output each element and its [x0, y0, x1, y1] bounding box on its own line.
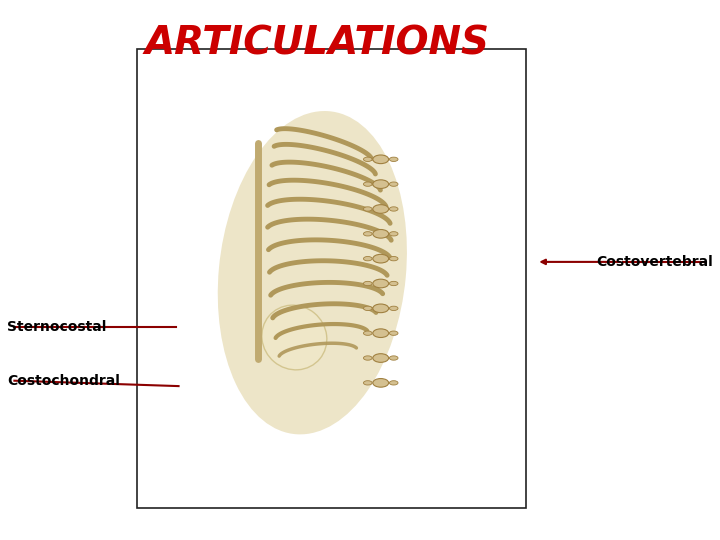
- Ellipse shape: [373, 155, 389, 164]
- Ellipse shape: [390, 356, 398, 360]
- Ellipse shape: [262, 305, 327, 370]
- Text: Costovertebral: Costovertebral: [596, 255, 713, 269]
- Ellipse shape: [390, 331, 398, 335]
- Ellipse shape: [390, 381, 398, 385]
- Ellipse shape: [217, 111, 407, 434]
- Ellipse shape: [373, 180, 389, 188]
- Text: Costochondral: Costochondral: [7, 374, 120, 388]
- Ellipse shape: [364, 331, 372, 335]
- Ellipse shape: [364, 182, 372, 186]
- Ellipse shape: [364, 207, 372, 211]
- Bar: [137, 49, 526, 508]
- Ellipse shape: [390, 256, 398, 261]
- Ellipse shape: [364, 356, 372, 360]
- Ellipse shape: [364, 256, 372, 261]
- Ellipse shape: [373, 230, 389, 238]
- Text: Sternocostal: Sternocostal: [7, 320, 107, 334]
- Ellipse shape: [390, 157, 398, 161]
- Ellipse shape: [373, 304, 389, 313]
- Ellipse shape: [373, 205, 389, 213]
- Ellipse shape: [373, 254, 389, 263]
- Ellipse shape: [390, 306, 398, 310]
- Ellipse shape: [390, 232, 398, 236]
- Ellipse shape: [373, 354, 389, 362]
- Ellipse shape: [390, 207, 398, 211]
- Ellipse shape: [364, 281, 372, 286]
- Ellipse shape: [364, 381, 372, 385]
- Ellipse shape: [364, 232, 372, 236]
- Ellipse shape: [373, 279, 389, 288]
- Ellipse shape: [364, 306, 372, 310]
- Ellipse shape: [390, 281, 398, 286]
- Ellipse shape: [364, 157, 372, 161]
- Ellipse shape: [373, 379, 389, 387]
- Ellipse shape: [390, 182, 398, 186]
- Ellipse shape: [373, 329, 389, 338]
- Text: ARTICULATIONS: ARTICULATIONS: [144, 24, 490, 62]
